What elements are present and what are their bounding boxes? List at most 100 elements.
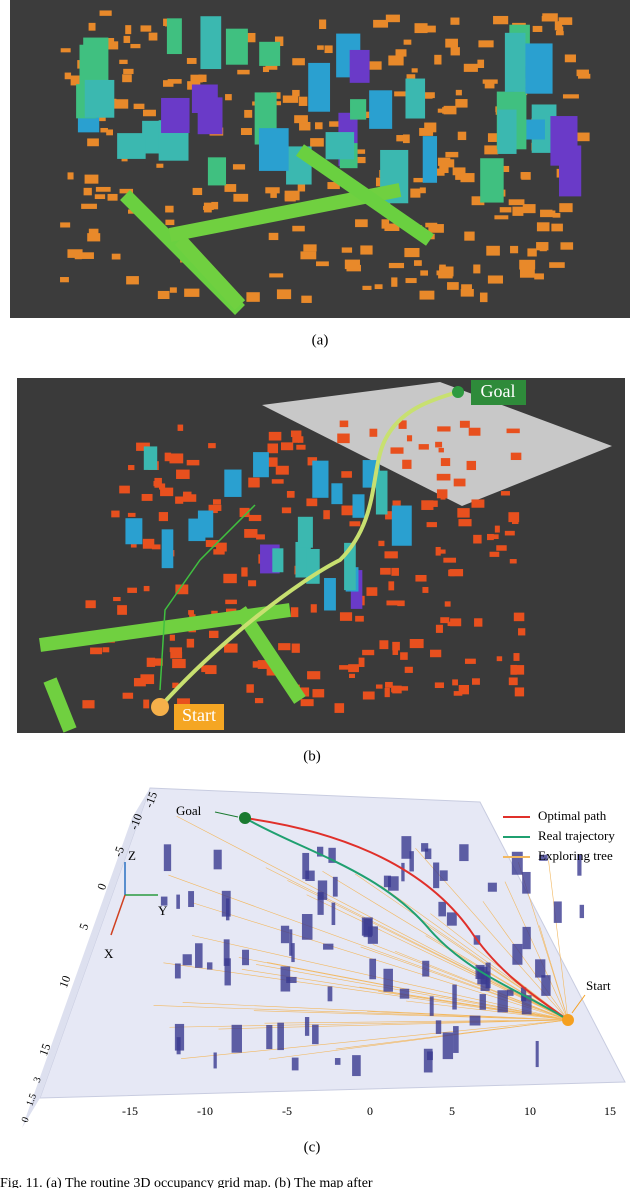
voxel [392, 646, 399, 655]
voxel [284, 190, 300, 201]
obstacle-points [302, 852, 310, 880]
voxel [136, 442, 150, 451]
voxel [87, 138, 99, 147]
voxel [489, 551, 500, 557]
voxel [349, 673, 355, 679]
voxel [111, 253, 121, 260]
obstacle-points [453, 1026, 459, 1053]
voxel [329, 121, 341, 127]
voxel [390, 447, 404, 454]
obstacle-points [182, 954, 192, 966]
voxel [148, 32, 158, 41]
voxel [324, 45, 333, 54]
obstacle-points [439, 870, 448, 881]
voxel [88, 22, 96, 31]
obstacle-points [423, 1048, 433, 1073]
voxel [486, 245, 500, 256]
voxel [127, 587, 137, 593]
voxel [102, 647, 110, 653]
voxel [281, 507, 292, 514]
tick-label: 5 [76, 921, 91, 931]
column [125, 518, 143, 545]
voxel [468, 427, 481, 436]
obstacle-points [317, 880, 328, 900]
voxel [83, 187, 92, 196]
voxel [133, 103, 145, 110]
tick-label: 0 [20, 1116, 32, 1124]
column [369, 90, 393, 129]
tree-edge [360, 946, 569, 1021]
voxel [439, 266, 454, 277]
voxel [119, 485, 130, 494]
voxel [143, 699, 150, 709]
voxel [170, 651, 183, 659]
panel-label: (c) [304, 1139, 321, 1155]
column [325, 132, 355, 160]
tick-label: 0 [94, 881, 109, 891]
voxel [269, 273, 284, 278]
voxel [385, 14, 400, 23]
voxel [369, 428, 378, 437]
obstacle-points [424, 848, 432, 860]
obstacle-points [301, 914, 313, 940]
voxel [128, 465, 135, 471]
axis-label: Z [128, 848, 136, 863]
voxel [265, 457, 278, 467]
voxel [177, 424, 184, 431]
voxel [450, 17, 460, 25]
obstacle-points [231, 1024, 242, 1053]
voxel [405, 278, 417, 284]
voxel [266, 665, 277, 676]
voxel [472, 678, 480, 685]
obstacle-points [328, 847, 336, 863]
voxel [562, 94, 579, 99]
voxel [503, 165, 510, 173]
voxel [460, 288, 474, 297]
trajectory [159, 504, 256, 691]
voxel [374, 284, 383, 290]
tree-edge [256, 964, 569, 1021]
voxel [358, 657, 365, 667]
voxel [172, 658, 186, 669]
voxel [183, 491, 192, 500]
voxel [310, 138, 324, 147]
voxel [457, 131, 467, 141]
obstacle-points [174, 963, 181, 979]
voxel [156, 163, 164, 168]
obstacle-points [446, 912, 457, 926]
wall [174, 235, 246, 310]
voxel [438, 273, 453, 279]
voxel [290, 607, 299, 618]
voxel [552, 212, 561, 218]
voxel [248, 477, 260, 488]
voxel [434, 682, 444, 689]
column [480, 158, 504, 203]
voxel [111, 510, 120, 518]
obstacle-points [522, 871, 531, 894]
obstacle-points [535, 1040, 539, 1068]
obstacle-points [442, 1032, 454, 1060]
voxel [375, 684, 383, 689]
obstacle-points [553, 901, 562, 923]
voxel [107, 193, 118, 201]
voxel [298, 436, 304, 443]
voxel [494, 525, 500, 533]
voxel [123, 68, 134, 75]
voxel [192, 187, 203, 196]
obstacle-points [195, 943, 203, 968]
voxel [351, 156, 366, 164]
column [207, 157, 227, 186]
obstacle-points [291, 1057, 299, 1071]
voxel [466, 460, 477, 471]
obstacle-points [176, 1037, 181, 1055]
obstacle-points [477, 966, 488, 985]
voxel [429, 500, 438, 507]
voxel [406, 74, 416, 80]
obstacle-points [242, 949, 250, 966]
wall [296, 144, 434, 246]
voxel [512, 206, 524, 216]
voxel [540, 209, 553, 218]
obstacle-points [352, 1055, 361, 1077]
voxel [444, 601, 451, 607]
tick-label: -15 [122, 1104, 138, 1118]
